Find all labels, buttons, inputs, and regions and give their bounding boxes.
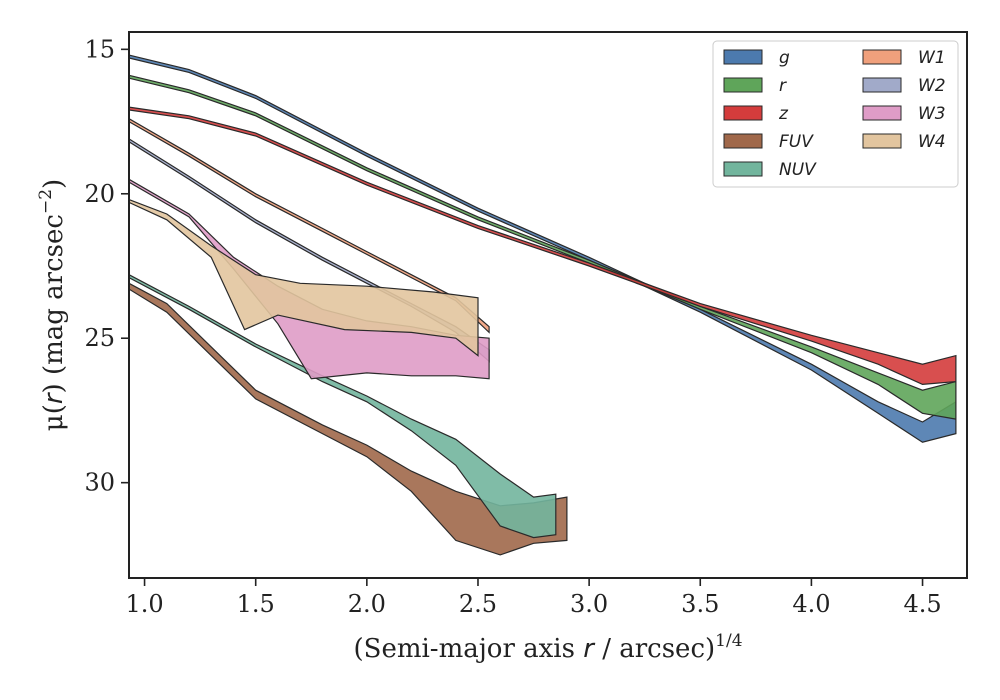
x-tick-label: 4.5 (903, 590, 941, 618)
legend-swatch-w2 (862, 77, 902, 93)
y-tick-label: 20 (84, 180, 115, 208)
bands-layer (128, 54, 957, 556)
legend-label-z: z (778, 104, 789, 124)
x-tick-label: 1.5 (237, 590, 275, 618)
legend-label-r: r (779, 76, 787, 96)
legend-swatch-w4 (862, 133, 902, 149)
x-tick-label: 2.5 (459, 590, 497, 618)
band-z (128, 106, 957, 386)
x-tick-label: 2.0 (348, 590, 386, 618)
x-tick-label: 1.0 (125, 590, 163, 618)
legend-label-w4: W4 (918, 132, 946, 152)
legend-label-w3: W3 (918, 104, 946, 124)
legend-label-nuv: NUV (779, 160, 817, 180)
y-tick-label: 25 (84, 324, 115, 352)
legend-swatch-r (723, 77, 763, 93)
axis-ticks: 1.0 1.5 2.0 2.5 3.0 3.5 4.0 4.5 15 20 25 30 (84, 35, 941, 618)
y-axis-label: μ(r) (mag arcsec−2) (36, 179, 69, 431)
y-axis-label-end: ) (39, 179, 69, 189)
x-tick-label: 3.5 (681, 590, 719, 618)
x-axis-label-main: (Semi-major axis (353, 634, 583, 664)
band-r (128, 74, 957, 420)
x-axis-label-unit: / arcsec) (594, 634, 715, 664)
x-axis-label: (Semi-major axis r / arcsec)1/4 (353, 631, 742, 664)
legend-label-fuv: FUV (779, 132, 814, 152)
legend-swatch-nuv (723, 161, 763, 177)
x-axis-label-sup: 1/4 (715, 631, 742, 651)
x-tick-label: 4.0 (792, 590, 830, 618)
band-w1 (128, 117, 490, 334)
legend-label-w2: W2 (918, 76, 946, 96)
legend-swatch-g (723, 49, 763, 65)
x-tick-label: 3.0 (570, 590, 608, 618)
y-axis-label-mu: μ( (39, 404, 69, 431)
y-tick-label: 30 (84, 469, 115, 497)
y-axis-label-sup: −2 (36, 189, 56, 214)
legend: grz FUV NUV W1 W2 W3 W4 (712, 40, 959, 188)
legend-swatch-fuv (723, 133, 763, 149)
y-axis-label-mid: ) (mag arcsec (39, 214, 69, 393)
legend-swatch-z (723, 105, 763, 121)
plot-frame (128, 31, 968, 579)
y-tick-label: 15 (84, 35, 115, 63)
band-g (128, 54, 957, 443)
legend-label-g: g (779, 48, 790, 68)
legend-swatch-w3 (862, 105, 902, 121)
band-w4 (128, 198, 479, 357)
y-axis-label-var: r (39, 391, 69, 404)
legend-label-w1: W1 (918, 48, 946, 68)
legend-swatch-w1 (862, 49, 902, 65)
band-nuv (128, 273, 557, 539)
x-axis-label-var: r (583, 634, 596, 664)
